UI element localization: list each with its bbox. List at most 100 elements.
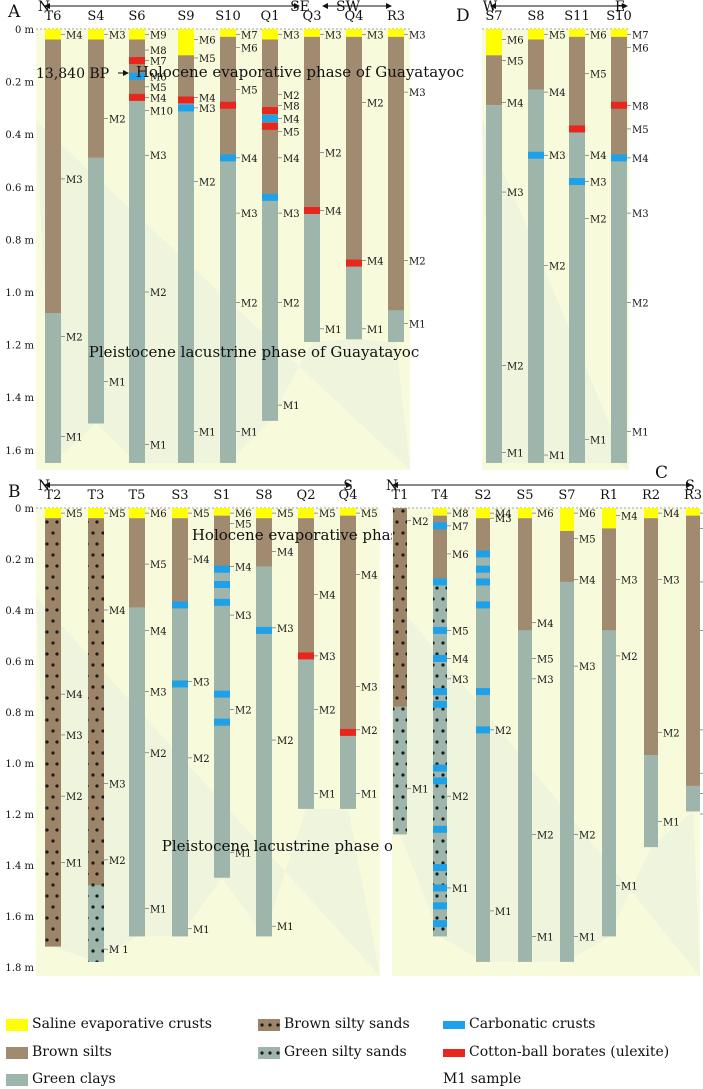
sample-label: M1 xyxy=(66,433,83,444)
arrowhead-icon xyxy=(123,70,129,76)
direction-label: N xyxy=(38,0,50,15)
carbonate-band xyxy=(569,178,585,186)
depth-tick-label: 1.6 m xyxy=(5,912,34,923)
layer-green-clay xyxy=(298,655,314,809)
depth-tick-label: 0.6 m xyxy=(5,183,34,194)
sample-label: M3 xyxy=(361,683,378,694)
arrowhead-right-icon xyxy=(294,3,300,9)
sample-label: M4 xyxy=(367,256,384,267)
core-T6: T6 M4 M3 M2 M1 xyxy=(45,9,83,463)
sample-label: M2 xyxy=(319,705,336,716)
sample-label: M4 xyxy=(283,154,300,165)
layer-brown-silt xyxy=(518,518,532,631)
sample-label: M3 xyxy=(495,514,512,525)
sample-label: M4 xyxy=(495,509,512,520)
core-R3: R3 M3 M3 M2 M1 xyxy=(387,9,426,342)
legend-label: Green clays xyxy=(32,1071,116,1087)
depth-tick-label: 0 m xyxy=(15,25,35,36)
core-S4: S4 M3 M2 M1 xyxy=(87,9,126,424)
core-name-label: S9 xyxy=(177,9,194,24)
layer-green-clay xyxy=(129,607,145,937)
sample-label: M3 xyxy=(632,209,649,220)
core-name-label: T4 xyxy=(432,488,449,503)
sample-label: M5 xyxy=(235,519,252,530)
carbonate-band xyxy=(214,581,230,588)
layer-crust xyxy=(388,29,404,37)
layer-green-clay xyxy=(346,263,362,340)
sample-label: M3 xyxy=(507,188,524,199)
carbonate-band xyxy=(433,884,447,892)
sample-label: M6 xyxy=(537,509,554,520)
arrowhead-right-icon xyxy=(346,482,352,488)
layer-brown-sand xyxy=(45,518,61,947)
sample-label: M3 xyxy=(621,575,638,586)
sample-label: M5 xyxy=(632,125,649,136)
sample-label: M4 xyxy=(507,99,524,110)
core-S7: S7 M6 M5 M4 M3 M2 M1 xyxy=(558,488,596,962)
sample-label: M5 xyxy=(199,54,216,65)
sample-label: M2 xyxy=(452,792,469,803)
sample-label: M1 xyxy=(235,848,252,859)
layer-brown-silt xyxy=(45,39,61,314)
core-name-label: Q3 xyxy=(303,9,322,24)
sample-label: M1 xyxy=(361,790,378,801)
legend-label: Cotton-ball borates (ulexite) xyxy=(469,1044,670,1060)
carbonate-band xyxy=(433,777,447,785)
layer-crust xyxy=(178,29,194,56)
sample-label: M6 xyxy=(241,43,258,54)
borate-band xyxy=(340,728,356,736)
layer-crust xyxy=(256,508,272,519)
carbonate-band xyxy=(220,154,236,162)
sample-label: M4 xyxy=(452,654,469,665)
sample-label: M6 xyxy=(150,509,167,520)
layer-brown-silt xyxy=(298,518,314,656)
carbonate-band xyxy=(433,902,447,910)
borate-band xyxy=(178,96,194,104)
sample-label: M4 xyxy=(150,626,167,637)
layer-brown-silt xyxy=(476,518,490,554)
direction-label: S xyxy=(343,478,353,494)
layer-crust xyxy=(129,508,145,519)
sample-label: M4 xyxy=(66,30,83,41)
sample-label: M1 xyxy=(621,881,638,892)
sample-label: M3 xyxy=(109,779,126,790)
sample-label: M3 xyxy=(199,104,216,115)
layer-brown-silt xyxy=(214,515,230,567)
legend-label: Green silty sands xyxy=(284,1044,407,1060)
sample-label: M2 xyxy=(199,178,216,189)
layer-green-clay xyxy=(602,630,616,937)
depth-tick-label: 1.4 m xyxy=(5,393,34,404)
depth-tick-label: 0.8 m xyxy=(5,235,34,246)
panel-A: N SE SW A 0 m 0.2 m 0.4 m 0.6 m 0.8 m 1.0 m 1.2 m 1… xyxy=(5,0,464,471)
sample-label: M4 xyxy=(361,570,378,581)
panel-C: N SCT1M2M1T4M8M7M6M5M4M3M2M1S2M4M3M2M1S5M… xyxy=(386,463,703,976)
sample-label: M3 xyxy=(150,688,167,699)
layer-green-sand xyxy=(88,885,104,962)
core-name-label: Q2 xyxy=(297,488,316,503)
sample-label: M4 xyxy=(663,509,680,520)
layer-green-clay xyxy=(686,785,700,812)
sample-label: M8 xyxy=(150,46,167,57)
layer-crust xyxy=(45,29,61,40)
legend-label: Brown silts xyxy=(32,1044,112,1060)
carbonate-band xyxy=(433,522,447,530)
sample-label: M1 xyxy=(241,427,258,438)
sample-label: M4 xyxy=(235,563,252,574)
sample-label: M4 xyxy=(109,606,126,617)
carbonate-band xyxy=(433,864,447,872)
arrowhead-left-icon xyxy=(392,482,398,488)
core-name-label: R1 xyxy=(600,488,618,503)
carbonate-band xyxy=(476,688,490,696)
legend-label: Saline evaporative crusts xyxy=(32,1016,212,1032)
phase-shading xyxy=(482,121,629,471)
depth-tick-label: 0 m xyxy=(15,504,35,515)
sample-label: M1 xyxy=(367,325,384,336)
phase-shading xyxy=(36,597,380,976)
carbonate-band xyxy=(433,626,447,634)
sample-label: M5 xyxy=(150,83,167,94)
depth-tick-label: 1.0 m xyxy=(5,759,34,770)
